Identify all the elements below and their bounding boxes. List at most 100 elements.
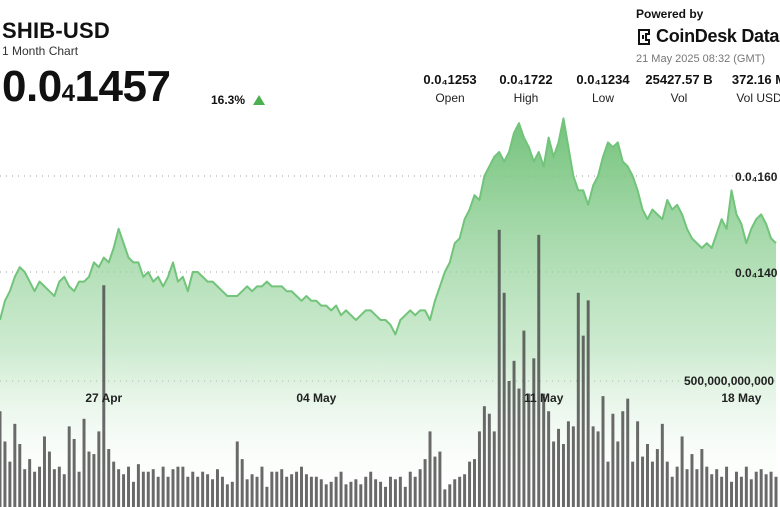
volume-bar	[458, 476, 462, 507]
volume-bar	[47, 451, 51, 507]
stat-high: 0.0₄1722 High	[494, 72, 558, 105]
volume-bar	[720, 476, 724, 507]
x-tick-label: 27 Apr	[85, 391, 122, 405]
volume-bar	[621, 411, 625, 507]
volume-bar	[300, 466, 303, 507]
stat-high-label: High	[513, 91, 539, 105]
volume-bar	[749, 479, 753, 507]
volume-bar	[626, 398, 630, 507]
volume-bar	[453, 479, 457, 507]
stat-low-value: 0.0₄1234	[576, 72, 630, 87]
price-change-percent: 16.3%	[211, 93, 246, 107]
volume-bar	[675, 466, 679, 507]
volume-bar	[52, 469, 56, 507]
x-tick-label: 11 May	[524, 391, 564, 405]
volume-bar	[566, 421, 570, 507]
volume-bar	[744, 466, 748, 507]
volume-bar	[225, 484, 229, 507]
volume-bar	[517, 388, 521, 507]
volume-bar	[497, 229, 501, 507]
volume-bar	[230, 481, 234, 507]
volume-bar	[557, 428, 561, 507]
x-tick-label: 04 May	[296, 391, 336, 405]
volume-bar	[631, 461, 635, 507]
volume-bar	[13, 423, 17, 507]
volume-bar	[265, 486, 269, 507]
volume-bar	[329, 481, 333, 507]
volume-bar	[591, 426, 595, 507]
volume-bar	[275, 471, 279, 507]
volume-bar	[418, 469, 422, 507]
stat-vol-value: 25427.57 B	[645, 72, 713, 87]
volume-bar	[522, 330, 526, 507]
volume-bar	[156, 476, 160, 507]
volume-bar	[18, 444, 22, 507]
volume-bar	[211, 479, 215, 507]
volume-bar	[339, 471, 343, 507]
stat-low-label: Low	[591, 91, 614, 105]
volume-bar	[295, 471, 299, 507]
volume-bar	[601, 396, 605, 507]
volume-bar	[62, 474, 66, 507]
timestamp: 21 May 2025 08:32 (GMT)	[636, 53, 766, 65]
current-price: 0.041457	[2, 62, 171, 112]
volume-bar	[215, 469, 219, 507]
volume-bar	[166, 476, 170, 507]
volume-bar	[107, 449, 111, 507]
volume-bar	[660, 423, 664, 507]
volume-bar	[87, 451, 91, 507]
x-tick-label: 18 May	[721, 391, 761, 405]
volume-bar	[201, 471, 205, 507]
volume-bar	[581, 335, 585, 507]
volume-bar	[561, 444, 565, 507]
volume-bar	[191, 471, 195, 507]
volume-bar	[131, 481, 135, 507]
volume-bar	[463, 474, 467, 507]
volume-bar	[127, 466, 130, 507]
volume-bar	[443, 489, 447, 507]
price-axis-label: 0.0₄140	[735, 266, 778, 280]
volume-bar	[171, 469, 175, 507]
volume-bar	[710, 474, 714, 507]
volume-bar	[665, 461, 669, 507]
volume-bar	[646, 444, 649, 507]
volume-bar	[680, 436, 684, 507]
volume-bar	[393, 479, 397, 507]
volume-bar	[739, 476, 743, 507]
volume-bar	[690, 454, 694, 507]
volume-bar	[57, 466, 61, 507]
stat-vol-label: Vol	[670, 91, 688, 105]
volume-bar	[571, 426, 575, 507]
volume-bar	[408, 471, 412, 507]
stat-vol-usd-label: Vol USD	[736, 91, 780, 105]
volume-bar	[309, 476, 313, 507]
volume-bar	[3, 441, 7, 507]
volume-bar	[304, 474, 308, 507]
volume-bar	[136, 464, 140, 507]
volume-bar	[92, 454, 96, 507]
price-zero-count: 4	[61, 80, 75, 107]
volume-bar	[433, 456, 437, 507]
volume-bar	[448, 484, 452, 507]
volume-bar	[181, 466, 185, 507]
powered-by-label: Powered by	[636, 7, 704, 21]
volume-bar	[344, 484, 348, 507]
volume-bar	[112, 461, 116, 507]
stat-open: 0.0₄1253 Open	[418, 72, 482, 105]
volume-bar	[512, 360, 516, 507]
volume-bar	[413, 476, 417, 507]
volume-bar	[186, 476, 190, 507]
volume-bar	[388, 476, 392, 507]
volume-bar	[650, 461, 654, 507]
symbol-title: SHIB-USD	[2, 18, 110, 43]
volume-bar	[255, 476, 259, 507]
volume-bar	[636, 421, 640, 507]
volume-bar	[606, 461, 610, 507]
brand-logo: CoinDesk Data	[636, 26, 779, 47]
volume-bar	[349, 481, 353, 507]
volume-bar	[487, 413, 491, 507]
volume-bar	[334, 476, 338, 507]
volume-bar	[280, 469, 284, 507]
volume-bar	[374, 479, 378, 507]
